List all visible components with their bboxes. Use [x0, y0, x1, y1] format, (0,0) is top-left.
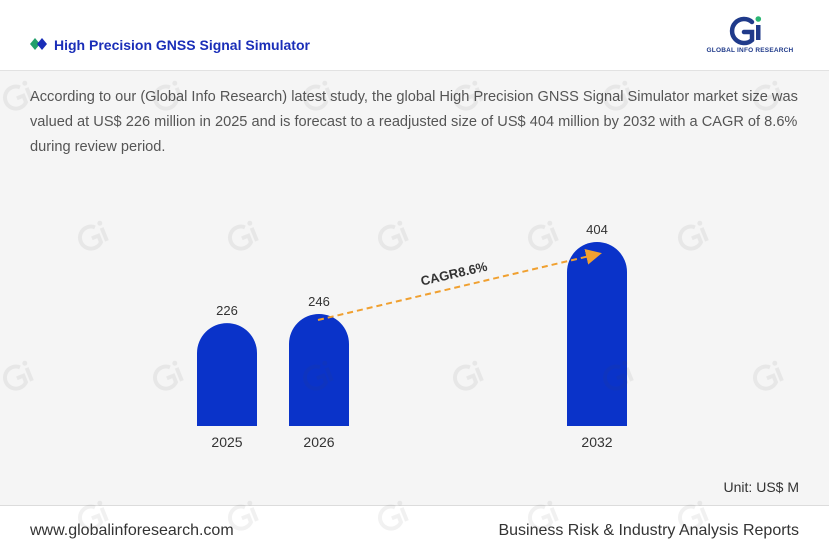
page-title: High Precision GNSS Signal Simulator [54, 37, 310, 53]
category-label-2025: 2025 [211, 434, 242, 450]
unit-label: Unit: US$ M [723, 479, 799, 495]
value-label-2026: 246 [308, 294, 330, 309]
category-label-2026: 2026 [303, 434, 334, 450]
description-text: According to our (Global Info Research) … [30, 89, 798, 155]
bar-2025 [197, 323, 258, 426]
header: High Precision GNSS Signal Simulator GLO… [0, 0, 829, 71]
bar-2032 [567, 242, 627, 426]
main-panel: According to our (Global Info Research) … [0, 71, 829, 505]
bar-chart: 226 2025 246 2026 404 2032 CAGR8.6% [197, 222, 627, 450]
value-label-2032: 404 [586, 222, 608, 237]
logo-text: GLOBAL INFO RESEARCH [706, 47, 794, 54]
footer-website[interactable]: www.globalinforesearch.com [30, 522, 234, 539]
value-label-2025: 226 [216, 303, 238, 318]
diamond-icon [30, 38, 47, 50]
cagr-arrow [317, 248, 602, 321]
bar-2026 [289, 313, 349, 426]
footer: www.globalinforesearch.com Business Risk… [0, 505, 829, 553]
footer-tagline: Business Risk & Industry Analysis Report… [498, 522, 799, 539]
company-logo: GLOBAL INFO RESEARCH [700, 14, 800, 58]
cagr-annotation: CAGR8.6% [419, 259, 489, 289]
logo-mark-icon [729, 16, 762, 46]
category-label-2032: 2032 [581, 434, 612, 450]
